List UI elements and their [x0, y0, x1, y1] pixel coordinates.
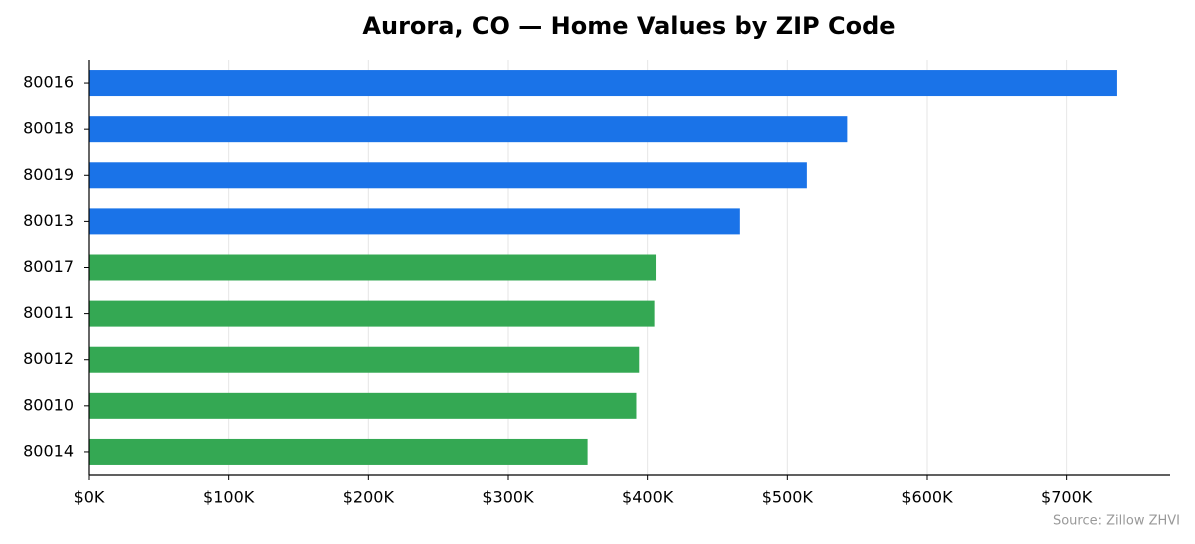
y-tick-label: 80017: [23, 257, 74, 276]
y-tick-label: 80019: [23, 165, 74, 184]
x-tick-label: $500K: [762, 488, 814, 507]
bar: [89, 70, 1117, 97]
x-tick-label: $0K: [74, 488, 105, 507]
x-tick-label: $200K: [343, 488, 395, 507]
y-tick-label: 80018: [23, 119, 74, 138]
bar: [89, 208, 740, 235]
y-tick-label: 80012: [23, 349, 74, 368]
y-tick-label: 80011: [23, 303, 74, 322]
bar: [89, 254, 657, 281]
y-tick-label: 80013: [23, 211, 74, 230]
bar: [89, 346, 640, 373]
bar: [89, 116, 848, 143]
y-tick-label: 80014: [23, 441, 74, 460]
x-tick-label: $700K: [1041, 488, 1093, 507]
x-tick-label: $100K: [203, 488, 255, 507]
bar: [89, 162, 807, 189]
chart-title: Aurora, CO — Home Values by ZIP Code: [362, 12, 895, 40]
x-tick-label: $400K: [622, 488, 674, 507]
y-tick-label: 80016: [23, 73, 74, 92]
y-tick-label: 80010: [23, 395, 74, 414]
bar: [89, 392, 637, 419]
bar: [89, 438, 588, 465]
x-tick-label: $300K: [482, 488, 534, 507]
bar: [89, 300, 655, 327]
x-tick-label: $600K: [901, 488, 953, 507]
source-note: Source: Zillow ZHVI: [1053, 514, 1180, 529]
